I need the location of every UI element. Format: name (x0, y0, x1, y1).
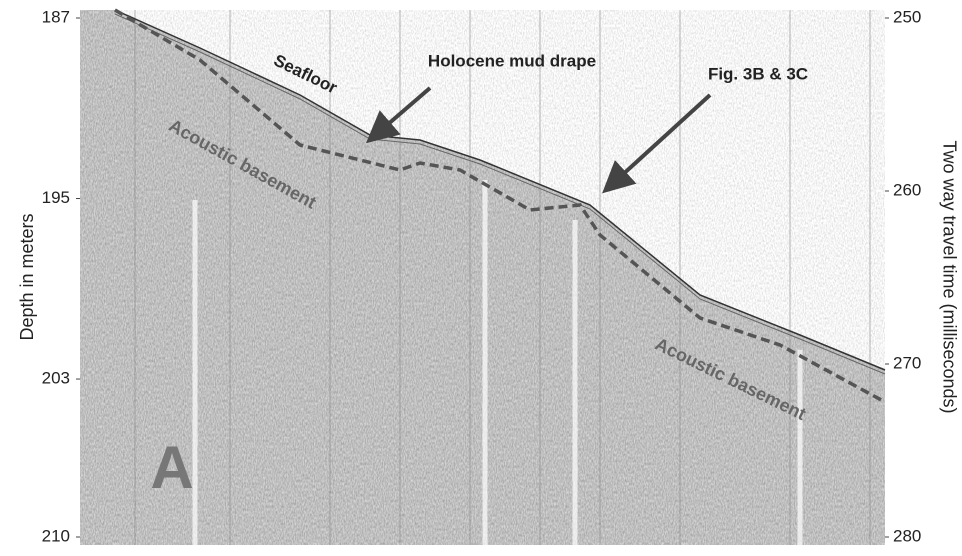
y-tick-label: 187 (42, 7, 70, 26)
panel-label: A (150, 434, 193, 501)
y2-tick-label: 250 (893, 7, 921, 26)
figure: Seafloor Holocene mud drape Fig. 3B & 3C… (0, 0, 962, 551)
annotation: Holocene mud drape (428, 51, 596, 70)
y-tick-label: 210 (42, 526, 70, 545)
y2-tick-label: 270 (893, 353, 921, 372)
y2-tick-label: 280 (893, 526, 921, 545)
annotation: Fig. 3B & 3C (708, 64, 808, 83)
y2-tick-label: 260 (893, 180, 921, 199)
y-axis-label: Depth in meters (17, 213, 37, 340)
seismic-image (80, 10, 885, 545)
y-tick-label: 195 (42, 188, 70, 207)
y-tick-label: 203 (42, 369, 70, 388)
y2-axis-label: Two way travel time (milliseconds) (939, 140, 959, 413)
